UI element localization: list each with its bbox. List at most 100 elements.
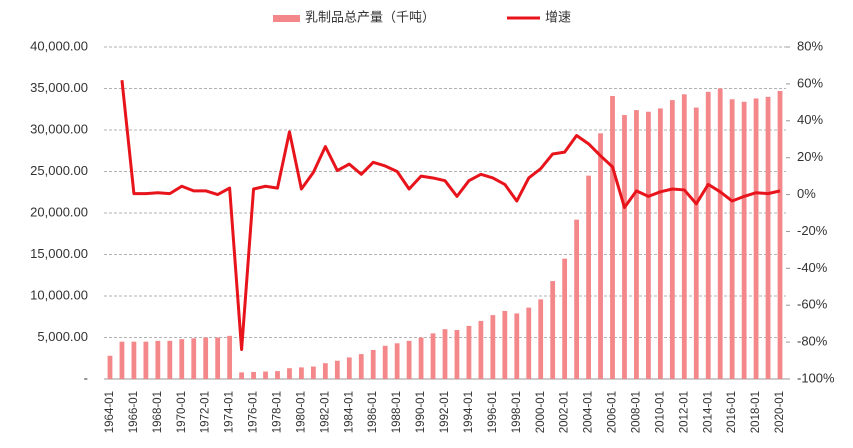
x-tick-label: 2020-01 [774,391,786,433]
bar [430,333,436,379]
y-tick-label: - [84,370,88,385]
bar [478,320,484,379]
y2-tick-label: -100% [797,370,835,385]
x-tick-label: 1986-01 [367,391,379,433]
y2-tick-label: -40% [797,260,828,275]
x-tick-label: 2002-01 [559,391,571,433]
bar [107,355,113,379]
bar [610,95,615,379]
bar [370,349,376,379]
y2-tick-label: 20% [797,149,823,164]
bar [490,315,496,379]
bar [251,371,256,379]
x-tick-label: 1978-01 [272,391,284,433]
bar [669,100,675,380]
bar [526,307,532,379]
bar [358,354,364,379]
y2-tick-label: -60% [797,297,828,312]
bar [705,91,711,379]
x-tick-label: 1972-01 [200,391,212,433]
bar [717,88,723,379]
x-tick-label: 1964-01 [104,391,116,433]
bar [346,357,352,379]
bar [382,345,388,379]
bar [574,219,580,379]
y-tick-label: 20,000.00 [30,204,88,219]
y-tick-label: 15,000.00 [30,246,88,261]
bar [143,341,149,379]
bar [322,363,328,379]
y2-tick-label: 0% [797,186,816,201]
bar [729,99,735,379]
bar [227,335,233,379]
y2-tick-label: 60% [797,75,823,90]
bar [394,343,400,379]
bar [646,111,651,380]
x-tick-label: 2012-01 [678,391,690,433]
x-tick-label: 1994-01 [463,391,475,433]
x-tick-label: 2016-01 [726,391,738,433]
x-tick-label: 1990-01 [415,391,427,433]
bar [442,329,448,379]
legend-label: 乳制品总产量（千吨） [305,9,435,24]
x-tick-label: 1976-01 [248,391,260,433]
x-tick-label: 1968-01 [152,391,164,433]
bar [179,339,185,379]
bar [203,337,209,379]
bar [765,96,771,380]
bar [310,366,316,379]
bar [287,368,292,379]
bar [299,367,304,379]
x-tick-label: 2014-01 [702,391,714,433]
bar [693,107,699,379]
x-tick-label: 2006-01 [607,391,619,433]
y-tick-label: 25,000.00 [30,163,88,178]
x-tick-label: 1984-01 [343,391,355,433]
bar [502,310,508,379]
bar [167,340,173,379]
x-tick-label: 1966-01 [128,391,140,433]
bar [155,340,161,379]
bar [263,371,268,379]
bar [586,175,591,379]
bar [406,340,412,379]
bar [657,108,663,380]
line [120,80,781,351]
y2-tick-label: 80% [797,38,823,53]
bar [119,341,125,379]
y-tick-label: 40,000.00 [30,38,88,53]
bar [466,325,472,379]
bar [753,98,759,380]
x-tick-label: 2004-01 [583,391,595,433]
y2-tick-label: -20% [797,223,828,238]
legend-label: 增速 [545,9,571,24]
bar [777,90,783,380]
y2-tick-label: -80% [797,334,828,349]
x-tick-label: 1992-01 [439,391,451,433]
bar [454,330,460,379]
bar [598,133,603,379]
x-tick-label: 1988-01 [391,391,403,433]
bar [562,258,568,379]
bar [131,341,137,379]
bar [538,299,544,379]
x-tick-label: 1970-01 [176,391,188,433]
x-tick-label: 1996-01 [487,391,499,433]
y-tick-label: 5,000.00 [37,329,88,344]
bar [681,94,687,379]
bar [634,110,639,379]
x-tick-label: 2010-01 [654,391,666,433]
y-tick-label: 30,000.00 [30,121,88,136]
bar [334,360,340,379]
x-tick-label: 1974-01 [224,391,236,433]
bar [418,337,424,379]
x-tick-label: 2018-01 [750,391,762,433]
bar [514,313,520,379]
legend-swatch [273,15,300,22]
bar [622,115,627,379]
y-tick-label: 10,000.00 [30,287,88,302]
bar [215,337,221,379]
y2-tick-label: 40% [797,112,823,127]
x-tick-label: 1980-01 [295,391,307,433]
